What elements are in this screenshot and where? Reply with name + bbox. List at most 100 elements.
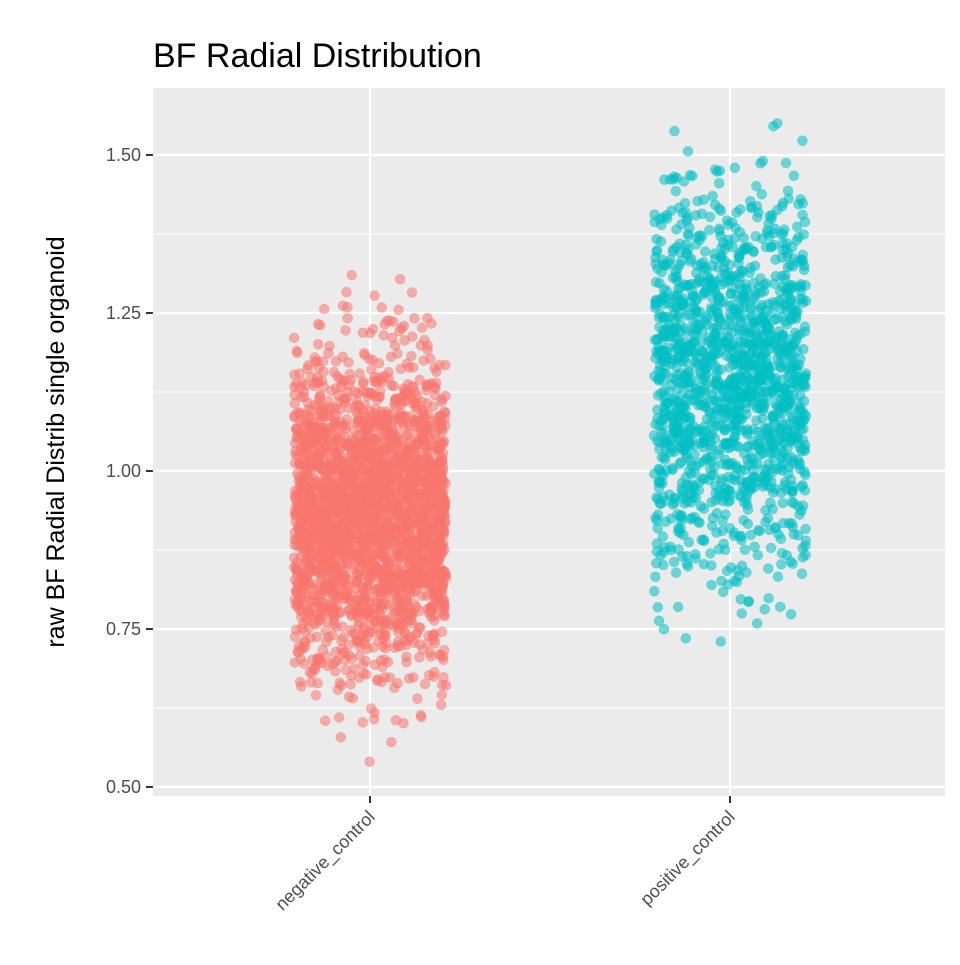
data-point-positive_control xyxy=(654,359,666,371)
data-point-positive_control xyxy=(735,593,747,605)
data-point-negative_control xyxy=(425,651,437,662)
data-point-negative_control xyxy=(310,689,322,701)
data-point-negative_control xyxy=(290,586,302,597)
data-point-positive_control xyxy=(682,243,694,255)
data-point-negative_control xyxy=(357,327,369,339)
data-point-negative_control xyxy=(404,608,416,620)
data-point-negative_control xyxy=(436,423,448,435)
data-point-negative_control xyxy=(390,394,402,406)
data-point-negative_control xyxy=(344,476,356,488)
data-point-positive_control xyxy=(741,370,753,382)
data-point-positive_control xyxy=(754,525,765,537)
data-point-positive_control xyxy=(734,226,746,238)
data-point-negative_control xyxy=(433,536,445,548)
data-point-positive_control xyxy=(743,241,754,253)
data-point-positive_control xyxy=(673,352,685,364)
data-point-negative_control xyxy=(357,717,369,728)
data-point-negative_control xyxy=(364,353,375,365)
data-point-negative_control xyxy=(364,626,376,638)
data-point-positive_control xyxy=(678,445,690,457)
y-tick-label: 0.50 xyxy=(106,777,141,797)
data-point-positive_control xyxy=(724,270,736,282)
data-point-negative_control xyxy=(305,491,317,503)
data-point-positive_control xyxy=(777,197,789,209)
data-point-negative_control xyxy=(333,396,345,408)
data-point-positive_control xyxy=(797,198,809,209)
data-point-negative_control xyxy=(440,359,451,371)
data-point-positive_control xyxy=(670,567,682,578)
data-point-negative_control xyxy=(346,653,358,665)
data-point-negative_control xyxy=(303,412,314,423)
data-point-negative_control xyxy=(410,470,421,481)
data-point-negative_control xyxy=(316,445,328,457)
data-point-positive_control xyxy=(787,434,799,446)
data-point-positive_control xyxy=(720,391,732,403)
data-point-positive_control xyxy=(746,202,758,213)
data-point-positive_control xyxy=(713,291,725,303)
data-point-positive_control xyxy=(683,230,695,242)
data-point-positive_control xyxy=(725,562,737,573)
data-point-positive_control xyxy=(787,414,799,426)
data-point-negative_control xyxy=(359,477,371,489)
data-point-positive_control xyxy=(729,162,741,174)
data-point-negative_control xyxy=(438,599,450,611)
data-point-negative_control xyxy=(386,736,397,748)
data-point-negative_control xyxy=(410,398,422,410)
data-point-negative_control xyxy=(364,441,376,453)
x-category-label: positive_control xyxy=(636,807,739,910)
data-point-positive_control xyxy=(696,208,708,220)
data-point-positive_control xyxy=(650,557,662,569)
data-point-positive_control xyxy=(699,316,710,327)
data-point-positive_control xyxy=(658,311,669,323)
data-point-positive_control xyxy=(676,551,688,562)
data-point-negative_control xyxy=(291,422,302,434)
data-point-negative_control xyxy=(333,712,345,723)
data-point-positive_control xyxy=(649,334,661,346)
data-point-positive_control xyxy=(714,444,725,456)
data-point-negative_control xyxy=(372,415,384,426)
data-point-negative_control xyxy=(335,731,347,743)
data-point-positive_control xyxy=(665,513,677,524)
data-point-negative_control xyxy=(353,620,364,631)
data-point-negative_control xyxy=(315,406,326,417)
data-point-positive_control xyxy=(711,321,723,333)
data-point-negative_control xyxy=(367,323,379,335)
data-point-negative_control xyxy=(303,567,315,579)
data-point-negative_control xyxy=(309,380,320,392)
data-point-negative_control xyxy=(380,479,392,491)
data-point-negative_control xyxy=(309,356,321,368)
data-point-negative_control xyxy=(394,273,406,285)
data-point-negative_control xyxy=(330,621,342,632)
data-point-negative_control xyxy=(409,312,420,324)
data-point-positive_control xyxy=(799,445,811,457)
y-axis: 0.50 0.75 1.00 1.25 1.50 xyxy=(106,145,153,797)
y-tick-label: 1.00 xyxy=(106,461,141,481)
data-point-negative_control xyxy=(312,318,324,330)
data-point-negative_control xyxy=(384,672,396,683)
y-tick-label: 1.50 xyxy=(106,145,141,165)
data-point-negative_control xyxy=(427,401,439,412)
data-point-positive_control xyxy=(687,434,698,446)
data-point-positive_control xyxy=(731,576,743,588)
data-point-positive_control xyxy=(764,497,776,509)
data-point-positive_control xyxy=(787,558,798,570)
data-point-negative_control xyxy=(394,325,405,337)
data-point-negative_control xyxy=(376,376,388,388)
data-point-negative_control xyxy=(399,513,410,525)
data-point-negative_control xyxy=(373,635,385,647)
data-point-positive_control xyxy=(684,422,696,434)
data-point-positive_control xyxy=(690,553,701,564)
data-point-negative_control xyxy=(318,490,330,502)
data-point-positive_control xyxy=(710,379,722,390)
data-point-positive_control xyxy=(773,326,785,337)
data-point-positive_control xyxy=(664,402,675,414)
data-point-positive_control xyxy=(651,546,663,557)
data-point-positive_control xyxy=(698,558,710,570)
data-point-negative_control xyxy=(385,351,397,363)
data-point-negative_control xyxy=(343,357,354,368)
data-point-negative_control xyxy=(435,437,446,449)
data-point-negative_control xyxy=(289,369,300,381)
data-point-positive_control xyxy=(746,453,758,465)
data-point-positive_control xyxy=(760,278,772,289)
data-point-negative_control xyxy=(291,347,303,359)
